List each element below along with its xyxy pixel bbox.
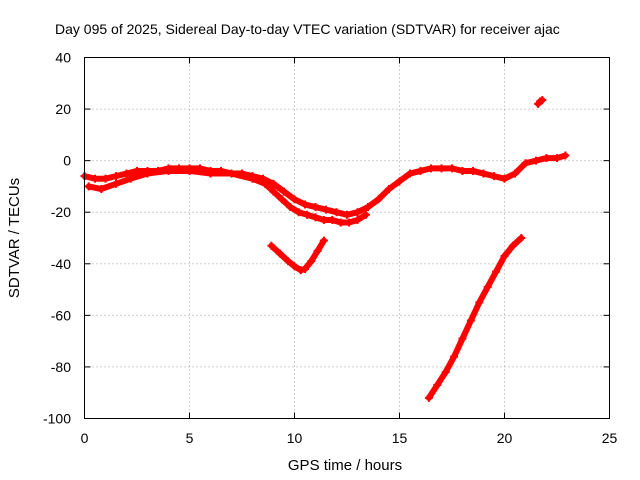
y-tick-label: -80 xyxy=(51,359,71,375)
x-tick-label: 15 xyxy=(392,430,408,446)
y-tick-label: -20 xyxy=(51,204,71,220)
point-trail xyxy=(314,237,327,254)
chart-title: Day 095 of 2025, Sidereal Day-to-day VTE… xyxy=(55,21,560,37)
plot-frame xyxy=(84,57,610,419)
point-trail xyxy=(459,317,474,342)
axis-ticks xyxy=(84,57,610,419)
x-tick-label: 20 xyxy=(497,430,513,446)
x-tick-label: 5 xyxy=(186,430,194,446)
point-trail xyxy=(467,299,483,324)
point-trail xyxy=(509,235,525,249)
data-point xyxy=(319,236,328,245)
point-trail xyxy=(451,335,466,360)
y-tick-label: 40 xyxy=(55,50,71,66)
y-tick-label: -40 xyxy=(51,256,71,272)
data-point xyxy=(517,234,526,242)
x-tick-label: 25 xyxy=(602,430,618,446)
tick-labels: 0 5 10 15 20 25 -100 -80 -60 -40 -20 0 20 40 xyxy=(43,50,618,447)
data-point xyxy=(538,96,547,105)
x-axis-title: GPS time / hours xyxy=(288,457,402,474)
x-tick-label: 10 xyxy=(287,430,303,446)
y-tick-label: 20 xyxy=(55,101,71,117)
grid-lines xyxy=(84,57,610,419)
x-tick-label: 0 xyxy=(81,430,89,446)
y-tick-label: 0 xyxy=(63,153,71,169)
data-point xyxy=(361,210,370,219)
y-axis-title: SDTVAR / TECUs xyxy=(6,178,23,298)
data-point xyxy=(561,151,570,160)
data-points xyxy=(80,96,570,402)
y-tick-label: -100 xyxy=(43,411,71,427)
y-tick-label: -60 xyxy=(51,307,71,323)
